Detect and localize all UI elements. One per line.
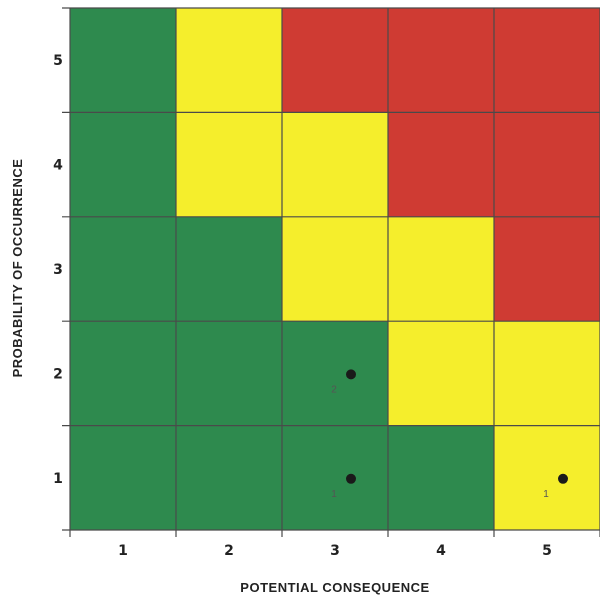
y-tick-label-2: 2 bbox=[53, 366, 63, 382]
cell-p3-c2-green bbox=[176, 216, 282, 322]
cell-p2-c2-green bbox=[176, 321, 282, 426]
cell-p4-c3-yellow bbox=[282, 112, 388, 217]
x-tick-label-3: 3 bbox=[330, 543, 340, 559]
matrix-grid bbox=[62, 7, 600, 537]
risk-point-label-1: 2 bbox=[331, 384, 337, 395]
y-tick-label-4: 4 bbox=[53, 158, 63, 174]
cell-p3-c3-yellow bbox=[282, 216, 388, 322]
cell-p2-c5-yellow bbox=[494, 321, 600, 426]
cell-p5-c2-yellow bbox=[176, 8, 282, 113]
x-axis-title: POTENTIAL CONSEQUENCE bbox=[240, 580, 429, 595]
risk-point-label-2: 1 bbox=[331, 489, 337, 500]
cell-p1-c2-green bbox=[176, 425, 282, 530]
x-tick-label-5: 5 bbox=[542, 543, 552, 559]
cell-p2-c4-yellow bbox=[388, 321, 494, 426]
matrix-cells bbox=[70, 8, 600, 530]
cell-p1-c3-green bbox=[282, 425, 388, 530]
y-tick-label-3: 3 bbox=[53, 262, 63, 278]
risk-points: 2 1 1 bbox=[331, 369, 568, 500]
x-tick-label-4: 4 bbox=[436, 543, 446, 559]
y-tick-label-1: 1 bbox=[53, 471, 63, 487]
y-tick-label-5: 5 bbox=[53, 53, 63, 69]
x-tick-label-1: 1 bbox=[118, 543, 128, 559]
risk-point-3 bbox=[558, 473, 568, 484]
cell-p5-c4-red bbox=[388, 8, 494, 113]
cell-p3-c4-yellow bbox=[388, 216, 494, 322]
cell-p2-c3-green bbox=[282, 321, 388, 426]
x-tick-label-2: 2 bbox=[224, 543, 234, 559]
cell-p1-c5-yellow bbox=[494, 425, 600, 530]
cell-p1-c4-green bbox=[388, 425, 494, 530]
cell-p3-c1-green bbox=[70, 216, 176, 322]
cell-p4-c2-yellow bbox=[176, 112, 282, 217]
cell-p1-c1-green bbox=[70, 425, 176, 530]
axis-ticks: 1 2 3 4 5 5 4 3 2 1 bbox=[53, 53, 552, 559]
cell-p4-c5-red bbox=[494, 112, 600, 217]
cell-p3-c5-red bbox=[494, 216, 600, 322]
cell-p5-c5-red bbox=[494, 8, 600, 113]
cell-p5-c3-red bbox=[282, 8, 388, 113]
risk-point-1 bbox=[346, 369, 356, 380]
cell-p4-c1-green bbox=[70, 112, 176, 217]
cell-p4-c4-red bbox=[388, 112, 494, 217]
risk-point-label-3: 1 bbox=[543, 489, 549, 500]
y-axis-title: PROBABILITY OF OCCURRENCE bbox=[10, 159, 25, 378]
risk-point-2 bbox=[346, 473, 356, 484]
cell-p5-c1-green bbox=[70, 8, 176, 113]
cell-p2-c1-green bbox=[70, 321, 176, 426]
